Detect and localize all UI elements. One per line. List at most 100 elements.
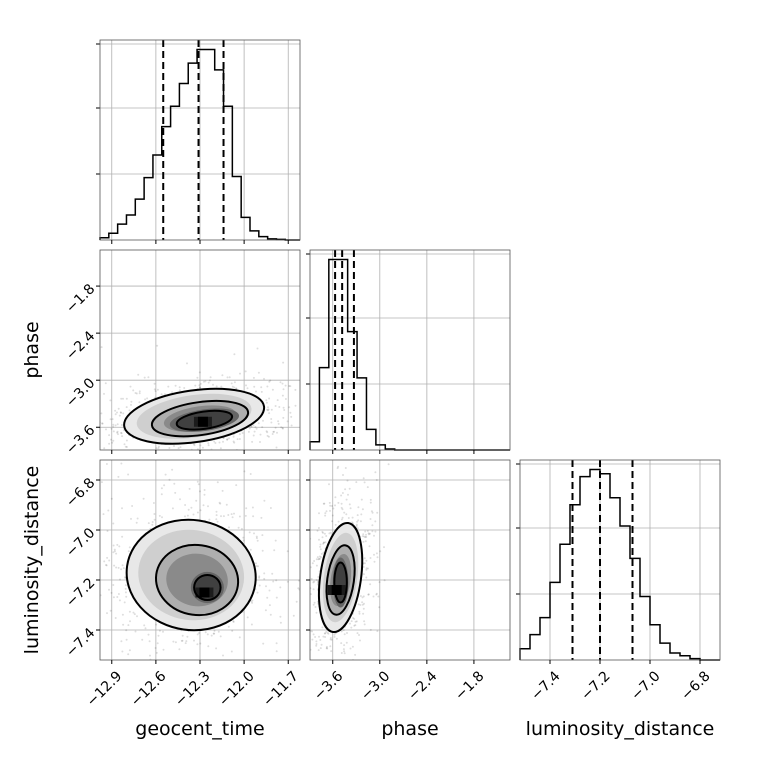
sample-point: [128, 409, 131, 412]
sample-point: [151, 523, 154, 526]
sample-point: [195, 499, 198, 502]
sample-point: [181, 634, 184, 637]
sample-point: [111, 441, 114, 444]
sample-point: [137, 373, 140, 376]
sample-point: [246, 616, 249, 619]
sample-point: [312, 633, 315, 636]
sample-point: [334, 496, 337, 499]
sample-point: [184, 515, 186, 518]
sample-point: [341, 516, 344, 519]
sample-point: [332, 507, 335, 510]
sample-point: [362, 595, 365, 598]
sample-point: [113, 550, 116, 553]
panel-frame: [309, 459, 511, 661]
sample-point: [305, 621, 307, 623]
sample-point: [303, 400, 305, 402]
sample-point: [322, 531, 324, 534]
sample-point: [215, 647, 218, 650]
sample-point: [212, 632, 215, 635]
sample-point: [120, 397, 123, 400]
sample-point: [163, 393, 166, 396]
sample-point: [155, 447, 158, 450]
sample-point: [171, 468, 174, 471]
y-tick-label: −2.4: [63, 328, 98, 363]
density-mode: [331, 585, 342, 595]
sample-point: [115, 552, 118, 555]
sample-point: [340, 502, 343, 505]
sample-point: [315, 644, 318, 647]
sample-point: [231, 516, 234, 519]
sample-point: [124, 445, 127, 448]
sample-point: [364, 530, 367, 533]
sample-point: [222, 654, 224, 657]
sample-point: [361, 596, 364, 599]
sample-point: [358, 612, 361, 615]
sample-point: [351, 516, 354, 519]
sample-point: [158, 629, 161, 632]
sample-point: [179, 498, 181, 501]
sample-point: [221, 680, 223, 682]
sample-point: [132, 611, 135, 614]
sample-point: [274, 405, 277, 407]
sample-point: [312, 588, 315, 591]
sample-point: [373, 553, 375, 556]
sample-point: [214, 442, 217, 444]
sample-point: [324, 541, 327, 544]
sample-point: [269, 507, 272, 509]
y-tick-label: −7.2: [63, 575, 98, 610]
sample-point: [273, 549, 276, 552]
sample-point: [346, 479, 349, 482]
sample-point: [340, 518, 343, 521]
sample-point: [204, 631, 207, 634]
sample-point: [61, 418, 63, 420]
sample-point: [71, 414, 73, 416]
sample-point: [238, 636, 241, 639]
sample-point: [286, 580, 289, 583]
sample-point: [316, 529, 319, 532]
sample-point: [123, 443, 126, 446]
sample-point: [231, 629, 234, 632]
sample-point: [109, 418, 112, 421]
sample-point: [179, 446, 182, 449]
sample-point: [208, 518, 211, 521]
contour-line: [123, 387, 266, 445]
sample-point: [270, 408, 273, 411]
sample-point: [88, 607, 90, 609]
sample-point: [320, 556, 322, 559]
sample-point: [341, 508, 344, 511]
sample-point: [125, 446, 128, 448]
sample-point: [247, 455, 249, 457]
sample-point: [369, 583, 372, 586]
sample-point: [286, 550, 289, 553]
sample-point: [343, 644, 346, 647]
contour-line: [125, 518, 257, 632]
y-axis-label: phase: [21, 321, 43, 378]
sample-point: [142, 497, 145, 500]
sample-point: [281, 394, 284, 397]
sample-point: [92, 406, 94, 408]
sample-point: [279, 586, 282, 589]
sample-point: [356, 632, 359, 635]
sample-point: [251, 599, 254, 602]
sample-point: [114, 617, 117, 619]
sample-point: [315, 611, 318, 614]
sample-point: [121, 535, 124, 538]
sample-point: [82, 454, 84, 456]
sample-point: [273, 430, 276, 433]
sample-point: [343, 633, 346, 636]
sample-point: [185, 678, 187, 680]
sample-point: [321, 530, 324, 533]
sample-point: [362, 566, 365, 568]
sample-point: [337, 373, 339, 375]
sample-point: [256, 347, 259, 350]
sample-point: [344, 488, 347, 491]
sample-point: [361, 508, 364, 511]
x-tick-label: −3.0: [358, 668, 393, 703]
sample-point: [340, 652, 343, 654]
sample-point: [173, 482, 176, 485]
sample-point: [183, 387, 186, 389]
sample-point: [116, 423, 119, 426]
sample-point: [147, 633, 150, 636]
sample-point: [207, 444, 210, 447]
y-tick-label: −6.8: [63, 475, 98, 510]
